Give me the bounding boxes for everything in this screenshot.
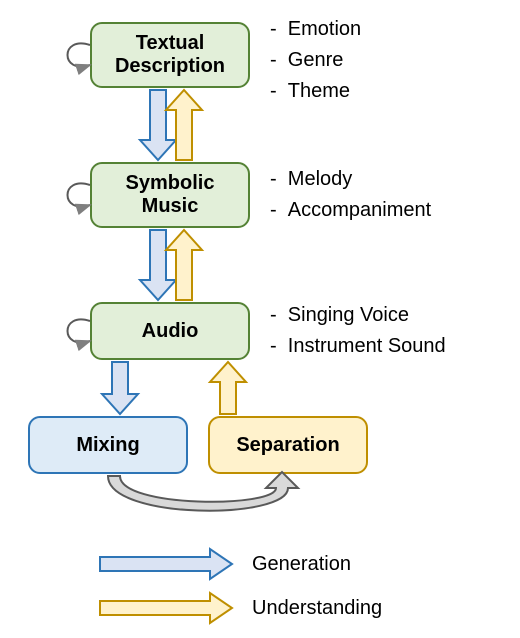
annotation-item: - Genre (270, 45, 361, 76)
arrow-down-textual-symbolic (140, 90, 176, 160)
annotation-item: - Singing Voice (270, 300, 446, 331)
legend-generation-label: Generation (252, 553, 351, 576)
annotations-audio: - Singing Voice - Instrument Sound (270, 300, 446, 362)
node-mixing: Mixing (28, 416, 188, 474)
legend-understanding-label: Understanding (252, 597, 382, 620)
node-label: Mixing (76, 434, 139, 457)
node-label: Symbolic Music (102, 172, 238, 218)
annotation-item: - Emotion (270, 14, 361, 45)
node-textual-description: Textual Description (90, 22, 250, 88)
arrow-up-symbolic-textual (166, 90, 202, 160)
arrow-down-audio-mixing (102, 362, 138, 414)
arrow-down-symbolic-audio (140, 230, 176, 300)
legend-understanding-arrow (100, 593, 232, 623)
annotation-item: - Accompaniment (270, 195, 431, 226)
node-audio: Audio (90, 302, 250, 360)
annotations-symbolic: - Melody - Accompaniment (270, 164, 431, 226)
legend-generation-arrow (100, 549, 232, 579)
node-label: Audio (142, 320, 199, 343)
annotation-item: - Melody (270, 164, 431, 195)
node-symbolic-music: Symbolic Music (90, 162, 250, 228)
self-loop-audio (68, 319, 91, 342)
annotations-textual: - Emotion - Genre - Theme (270, 14, 361, 107)
node-separation: Separation (208, 416, 368, 474)
node-label: Separation (236, 434, 339, 457)
arrow-up-separation-audio (210, 362, 246, 414)
diagram-canvas: Textual Description Symbolic Music Audio… (0, 0, 520, 638)
arrow-curve-mixing-separation (108, 472, 298, 511)
annotation-item: - Theme (270, 76, 361, 107)
self-loop-symbolic (68, 183, 91, 206)
annotation-item: - Instrument Sound (270, 331, 446, 362)
node-label: Textual Description (102, 32, 238, 78)
arrow-up-audio-symbolic (166, 230, 202, 300)
self-loop-textual (68, 43, 91, 66)
